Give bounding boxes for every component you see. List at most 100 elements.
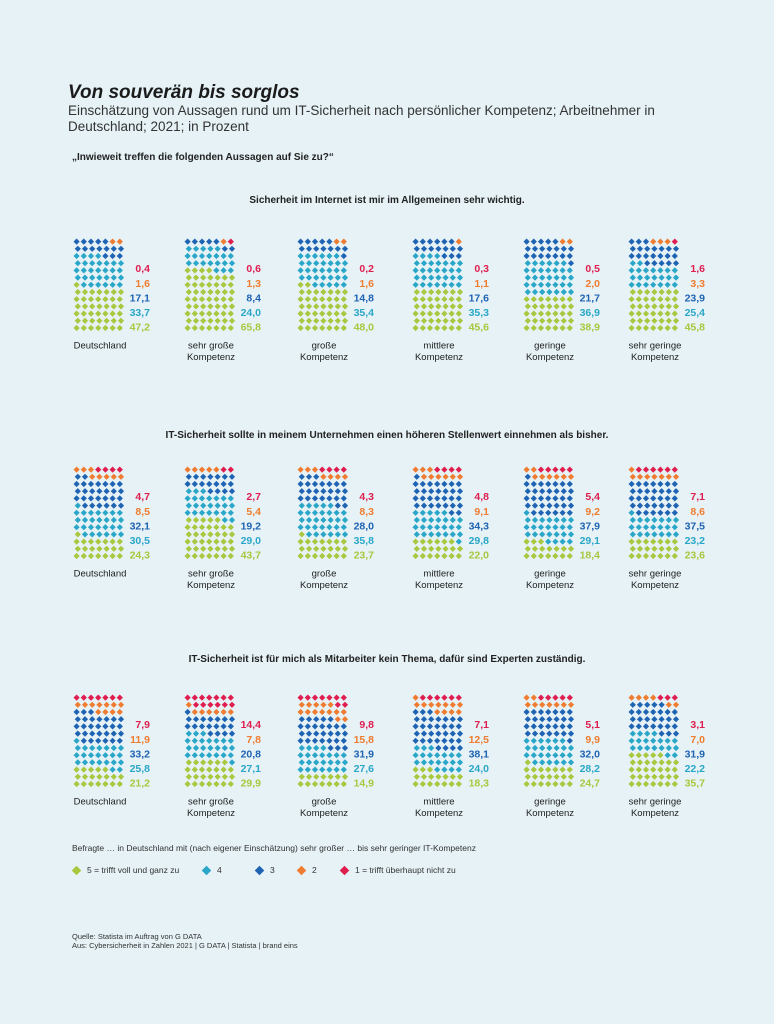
waffle-cell xyxy=(530,480,537,488)
waffle-cell xyxy=(326,495,333,502)
waffle-cell xyxy=(340,466,347,473)
waffle-cell xyxy=(672,317,680,324)
waffle-cell xyxy=(559,552,566,560)
waffle-cell xyxy=(530,766,537,773)
waffle-cell xyxy=(95,310,102,317)
waffle-cell xyxy=(95,737,102,744)
waffle-cell xyxy=(191,281,198,288)
waffle-cell xyxy=(426,694,434,701)
waffle-cell xyxy=(530,509,537,516)
waffle-cell xyxy=(566,296,573,303)
waffle-cell xyxy=(327,759,334,766)
waffle-cell xyxy=(220,538,227,545)
waffle-cell xyxy=(206,509,213,516)
waffle-cell xyxy=(539,701,546,708)
value-label: 7,9 xyxy=(135,719,150,731)
waffle-cell xyxy=(185,716,192,723)
waffle-cell xyxy=(523,310,530,317)
waffle-cell xyxy=(552,737,559,744)
waffle-cell xyxy=(537,766,545,773)
waffle-cell xyxy=(657,780,664,788)
value-label: 45,6 xyxy=(469,322,490,334)
category-label: sehr geringe xyxy=(629,797,682,808)
waffle-cell xyxy=(567,473,575,480)
waffle-cell xyxy=(537,466,545,473)
waffle-cell xyxy=(559,466,566,473)
waffle-cell xyxy=(341,516,349,524)
waffle-cell xyxy=(340,524,347,531)
waffle-cell xyxy=(206,480,213,488)
waffle-cell xyxy=(297,281,304,288)
waffle-cell xyxy=(213,552,220,560)
waffle-cell xyxy=(192,488,200,495)
waffle-cell xyxy=(73,267,80,274)
waffle-cell xyxy=(298,516,305,524)
waffle-cell xyxy=(109,324,116,332)
waffle-cell xyxy=(629,502,636,509)
waffle-cell xyxy=(313,531,320,538)
waffle-cell xyxy=(198,708,206,716)
waffle-cell xyxy=(664,252,671,260)
waffle-cell xyxy=(221,531,228,538)
waffle-cell xyxy=(546,773,553,780)
waffle-cell xyxy=(651,545,658,552)
waffle-cell xyxy=(455,509,462,516)
waffle-cell xyxy=(96,488,103,495)
waffle-cell xyxy=(629,701,636,708)
waffle-cell xyxy=(109,466,116,473)
waffle-cell xyxy=(192,288,200,296)
waffle-3-6 xyxy=(628,694,680,788)
waffle-cell xyxy=(419,310,426,317)
waffle-cell xyxy=(442,730,449,737)
waffle-cell xyxy=(531,473,539,480)
waffle-cell xyxy=(448,252,455,260)
waffle-cell xyxy=(560,531,567,538)
waffle-cell xyxy=(664,538,671,545)
waffle-cell xyxy=(545,752,552,759)
waffle-cell xyxy=(412,310,419,317)
waffle-cell xyxy=(566,480,573,488)
legend-label-2: 2 xyxy=(312,865,317,875)
waffle-cell xyxy=(635,752,642,759)
waffle-cell xyxy=(441,538,448,545)
waffle-cell xyxy=(428,260,435,267)
waffle-cell xyxy=(434,552,441,560)
waffle-cell xyxy=(87,766,95,773)
waffle-cell xyxy=(523,267,530,274)
waffle-cell xyxy=(341,773,349,780)
waffle-cell xyxy=(442,303,449,310)
waffle-cell xyxy=(298,730,305,737)
waffle-cell xyxy=(221,545,228,552)
waffle-cell xyxy=(341,317,349,324)
waffle-cell xyxy=(658,260,665,267)
value-label: 9,2 xyxy=(585,506,600,518)
waffle-cell xyxy=(311,281,319,288)
waffle-cell xyxy=(73,708,80,716)
waffle-cell xyxy=(552,766,559,773)
value-label: 18,4 xyxy=(580,550,601,562)
waffle-cell xyxy=(87,524,95,531)
waffle-cell xyxy=(552,480,559,488)
waffle-cell xyxy=(537,552,545,560)
waffle-cell xyxy=(537,324,545,332)
waffle-cell xyxy=(191,737,198,744)
waffle-cell xyxy=(319,509,326,516)
waffle-cell xyxy=(304,281,311,288)
waffle-cell xyxy=(553,545,560,552)
waffle-cell xyxy=(327,701,334,708)
waffle-cell xyxy=(103,274,110,281)
waffle-cell xyxy=(192,260,200,267)
waffle-cell xyxy=(304,708,311,716)
waffle-cell xyxy=(117,502,125,509)
waffle-cell xyxy=(664,281,671,288)
waffle-cell xyxy=(546,502,553,509)
waffle-cell xyxy=(102,324,109,332)
waffle-cell xyxy=(95,238,102,245)
waffle-cell xyxy=(298,260,305,267)
waffle-cell xyxy=(87,552,95,560)
waffle-cell xyxy=(184,495,191,502)
waffle-1-1 xyxy=(73,238,125,332)
waffle-cell xyxy=(560,274,567,281)
waffle-cell xyxy=(635,766,642,773)
waffle-cell xyxy=(635,480,642,488)
